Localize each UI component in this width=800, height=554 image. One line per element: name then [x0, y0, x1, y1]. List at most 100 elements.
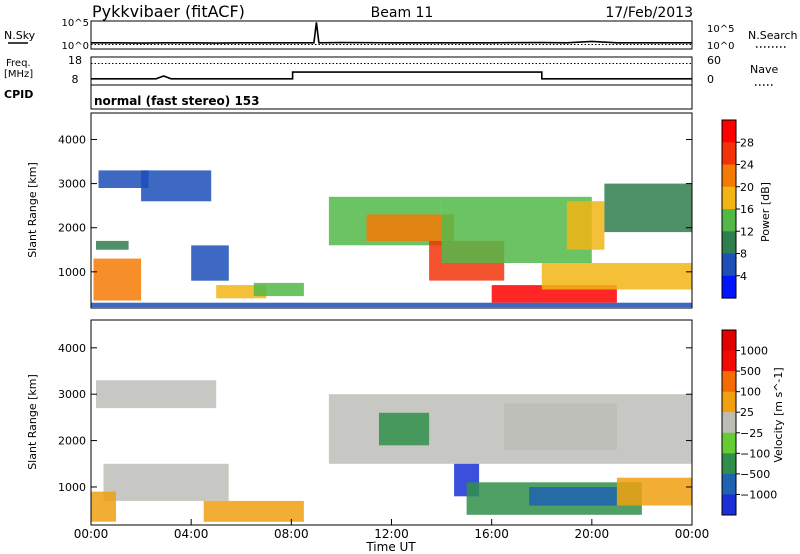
power-colorbar-tick-label: 16 [740, 203, 754, 216]
freq-tick-bottom: 8 [72, 73, 79, 86]
xtick-label: 00:00 [74, 527, 109, 541]
power-region [216, 285, 267, 299]
chart-title: Pykkvibaer (fitACF) [92, 2, 245, 21]
velocity-region [529, 487, 617, 506]
power-colorbar-segment [722, 209, 736, 232]
xtick-label: 00:00 [675, 527, 710, 541]
velocity-colorbar-tick-label: 1000 [740, 345, 768, 358]
velocity-colorbar-segment [722, 371, 736, 393]
velocity-ytick-label: 2000 [58, 435, 86, 448]
power-region [96, 240, 129, 250]
power-colorbar-tick-label: 12 [740, 225, 754, 238]
noise-right-tick-bottom: 10^0 [707, 41, 734, 52]
nave-tick-bottom: 0 [707, 73, 714, 86]
velocity-colorbar-segment [722, 391, 736, 413]
xtick-label: 20:00 [575, 527, 610, 541]
velocity-region [96, 380, 217, 409]
freq-label: Freq. [6, 58, 31, 69]
power-region [366, 214, 455, 241]
velocity-colorbar-tick-label: −100 [740, 447, 770, 460]
xtick-label: 16:00 [474, 527, 509, 541]
mode-label: normal (fast stereo) 153 [94, 94, 260, 108]
power-ytick-label: 1000 [58, 266, 86, 279]
noise-left-tick-top: 10^5 [62, 18, 89, 29]
power-region [541, 263, 693, 290]
velocity-panel: 1000 2000 3000 4000 00:00 04:00 08:00 12:00 16:… [26, 319, 785, 554]
power-region [91, 302, 692, 308]
power-colorbar-segment [722, 275, 736, 299]
cpid-strip: normal (fast stereo) 153 [90, 84, 693, 110]
velocity-ytick-label: 3000 [58, 388, 86, 401]
velocity-colorbar-segment [722, 453, 736, 475]
velocity-region [103, 463, 229, 501]
velocity-colorbar-tick-label: −500 [740, 468, 770, 481]
velocity-region [91, 491, 116, 522]
velocity-ytick-label: 1000 [58, 481, 86, 494]
freq-tick-top: 18 [68, 54, 82, 67]
n-sky-label: N.Sky [4, 29, 36, 42]
velocity-colorbar-segment [722, 350, 736, 372]
power-colorbar-tick-label: 4 [740, 270, 747, 283]
power-colorbar-segment [722, 231, 736, 255]
n-sky-line [91, 22, 692, 44]
frequency-panel-frame [90, 56, 693, 86]
noise-panel: N.Sky 10^5 10^0 10^5 10^0 N.Search [4, 18, 798, 52]
velocity-colorbar-tick-label: 100 [740, 386, 761, 399]
power-ylabel: Slant Range [km] [26, 162, 39, 258]
velocity-colorbar-segment [722, 494, 736, 516]
power-region [141, 170, 212, 202]
nave-label: Nave [750, 63, 778, 76]
xtick-label: 08:00 [274, 527, 309, 541]
velocity-colorbar-tick-label: −25 [740, 427, 763, 440]
xaxis-label: Time UT [365, 540, 416, 554]
frequency-line [91, 71, 692, 80]
velocity-colorbar-segment [722, 412, 736, 434]
freq-unit-label: [MHz] [4, 69, 33, 80]
noise-panel-frame [90, 20, 693, 50]
power-region [604, 183, 692, 233]
velocity-colorbar-label: Velocity [m s^-1] [772, 367, 785, 462]
power-panel-frame [90, 112, 693, 309]
power-ytick-label: 2000 [58, 222, 86, 235]
power-colorbar-segment [722, 120, 736, 143]
date-label: 17/Feb/2013 [605, 5, 693, 21]
n-search-label: N.Search [748, 29, 798, 42]
power-region [191, 245, 229, 281]
power-panel: 1000 2000 3000 4000 Slant Range [km] 28 24 20… [26, 112, 772, 309]
velocity-colorbar-tick-label: 500 [740, 365, 761, 378]
velocity-region [504, 403, 617, 450]
power-colorbar-tick-label: 24 [740, 159, 754, 172]
power-region [566, 201, 605, 250]
power-colorbar-segment [722, 253, 736, 277]
velocity-colorbar-segment [722, 473, 736, 495]
power-region [441, 196, 592, 263]
power-colorbar-segment [722, 186, 736, 210]
frequency-panel: Freq. [MHz] CPID 18 8 60 0 Nave [4, 54, 778, 101]
noise-right-tick-top: 10^5 [707, 24, 734, 35]
xtick-label: 04:00 [174, 527, 209, 541]
power-colorbar-tick-label: 28 [740, 136, 754, 149]
power-colorbar-tick-label: 8 [740, 248, 747, 261]
power-colorbar-tick-label: 20 [740, 181, 754, 194]
velocity-colorbar-frame [721, 329, 737, 516]
power-ytick-label: 4000 [58, 133, 86, 146]
velocity-colorbar-segment [722, 432, 736, 454]
power-colorbar-segment [722, 164, 736, 188]
power-region [98, 170, 149, 188]
velocity-colorbar-tick-label: 25 [740, 406, 754, 419]
cpid-label: CPID [4, 88, 33, 101]
velocity-region [203, 500, 304, 522]
velocity-ylabel: Slant Range [km] [26, 374, 39, 470]
velocity-region [379, 412, 430, 446]
power-colorbar-label: Power [dB] [759, 182, 772, 242]
velocity-ytick-label: 4000 [58, 342, 86, 355]
power-colorbar-segment [722, 142, 736, 166]
noise-left-tick-bottom: 10^0 [62, 41, 89, 52]
cpid-strip-frame [90, 84, 693, 110]
velocity-region [616, 477, 692, 506]
xtick-label: 12:00 [374, 527, 409, 541]
power-region [93, 258, 142, 301]
velocity-colorbar-segment [722, 330, 736, 352]
nave-tick-top: 60 [707, 54, 721, 67]
